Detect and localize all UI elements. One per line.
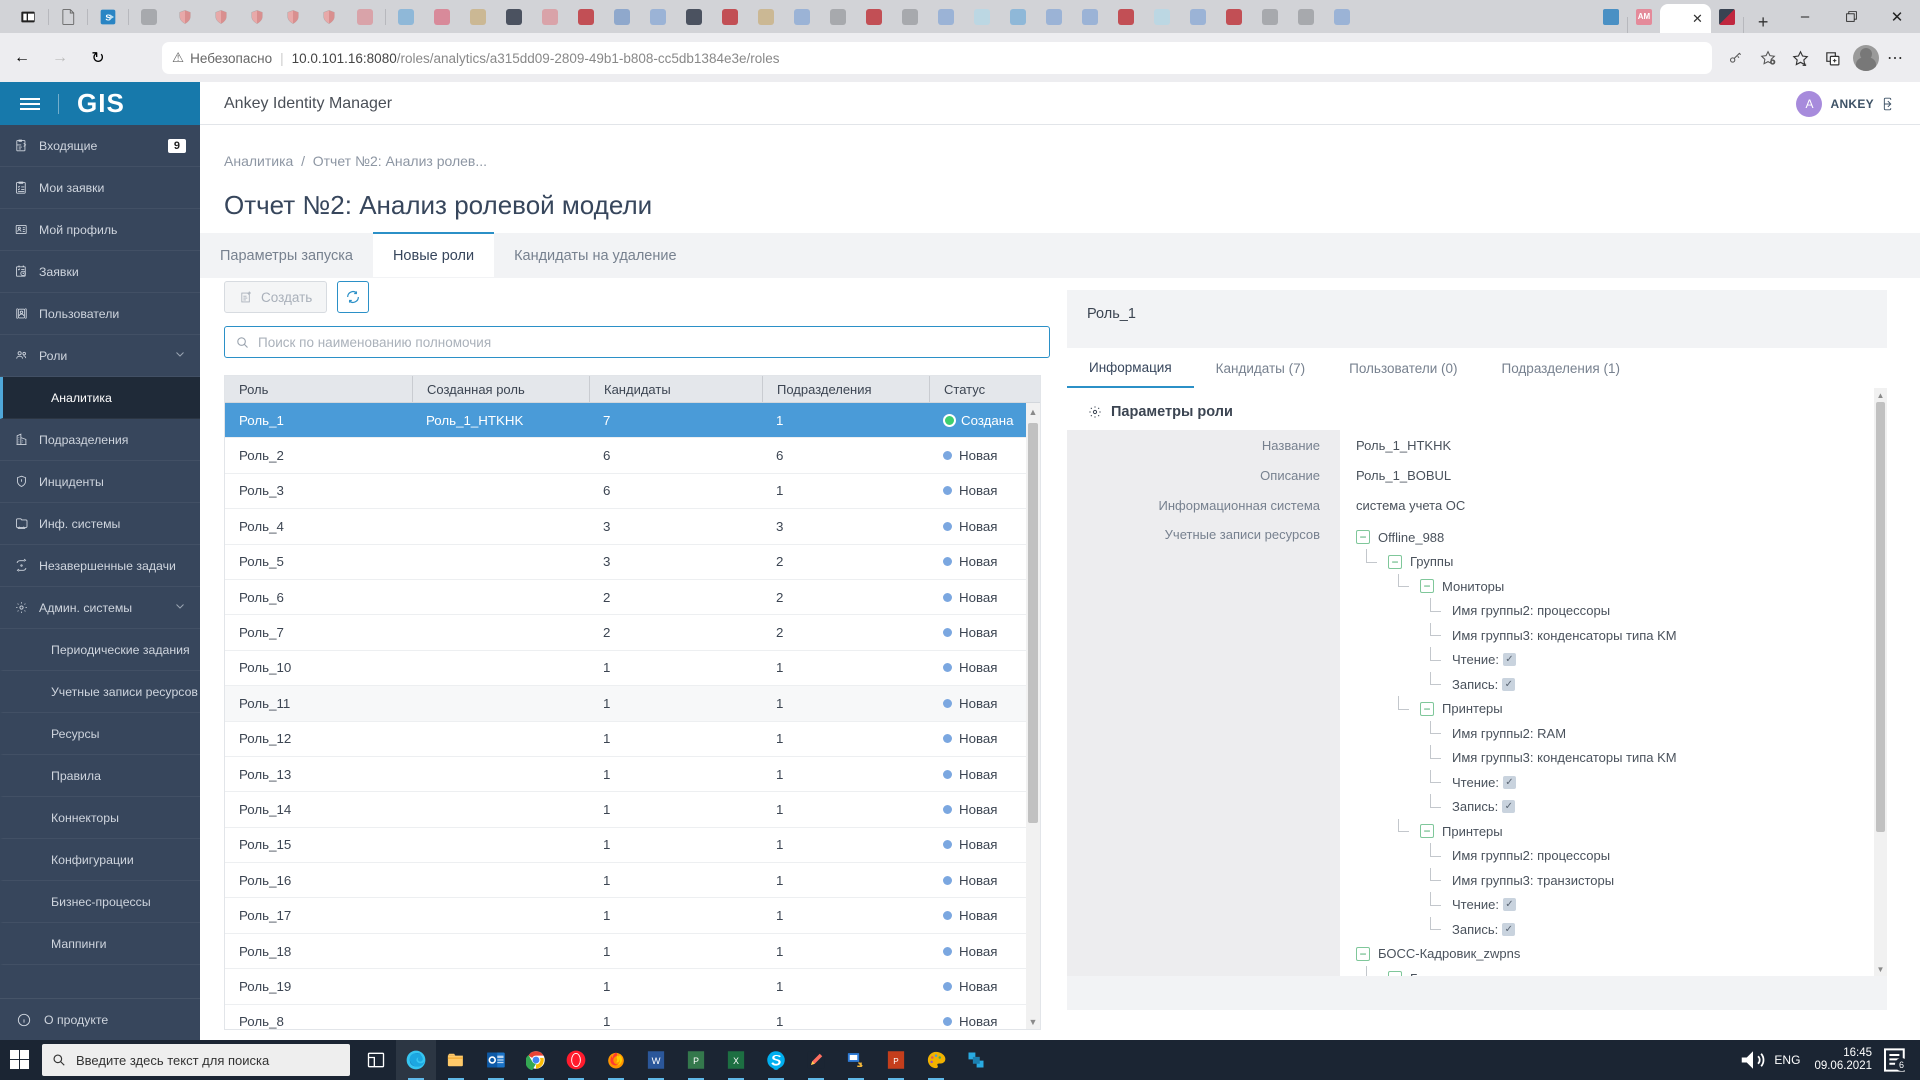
svg-text:P: P: [893, 1057, 898, 1066]
svg-text:X: X: [733, 1056, 739, 1066]
svg-text:W: W: [652, 1056, 661, 1066]
svg-text:P: P: [693, 1056, 699, 1066]
